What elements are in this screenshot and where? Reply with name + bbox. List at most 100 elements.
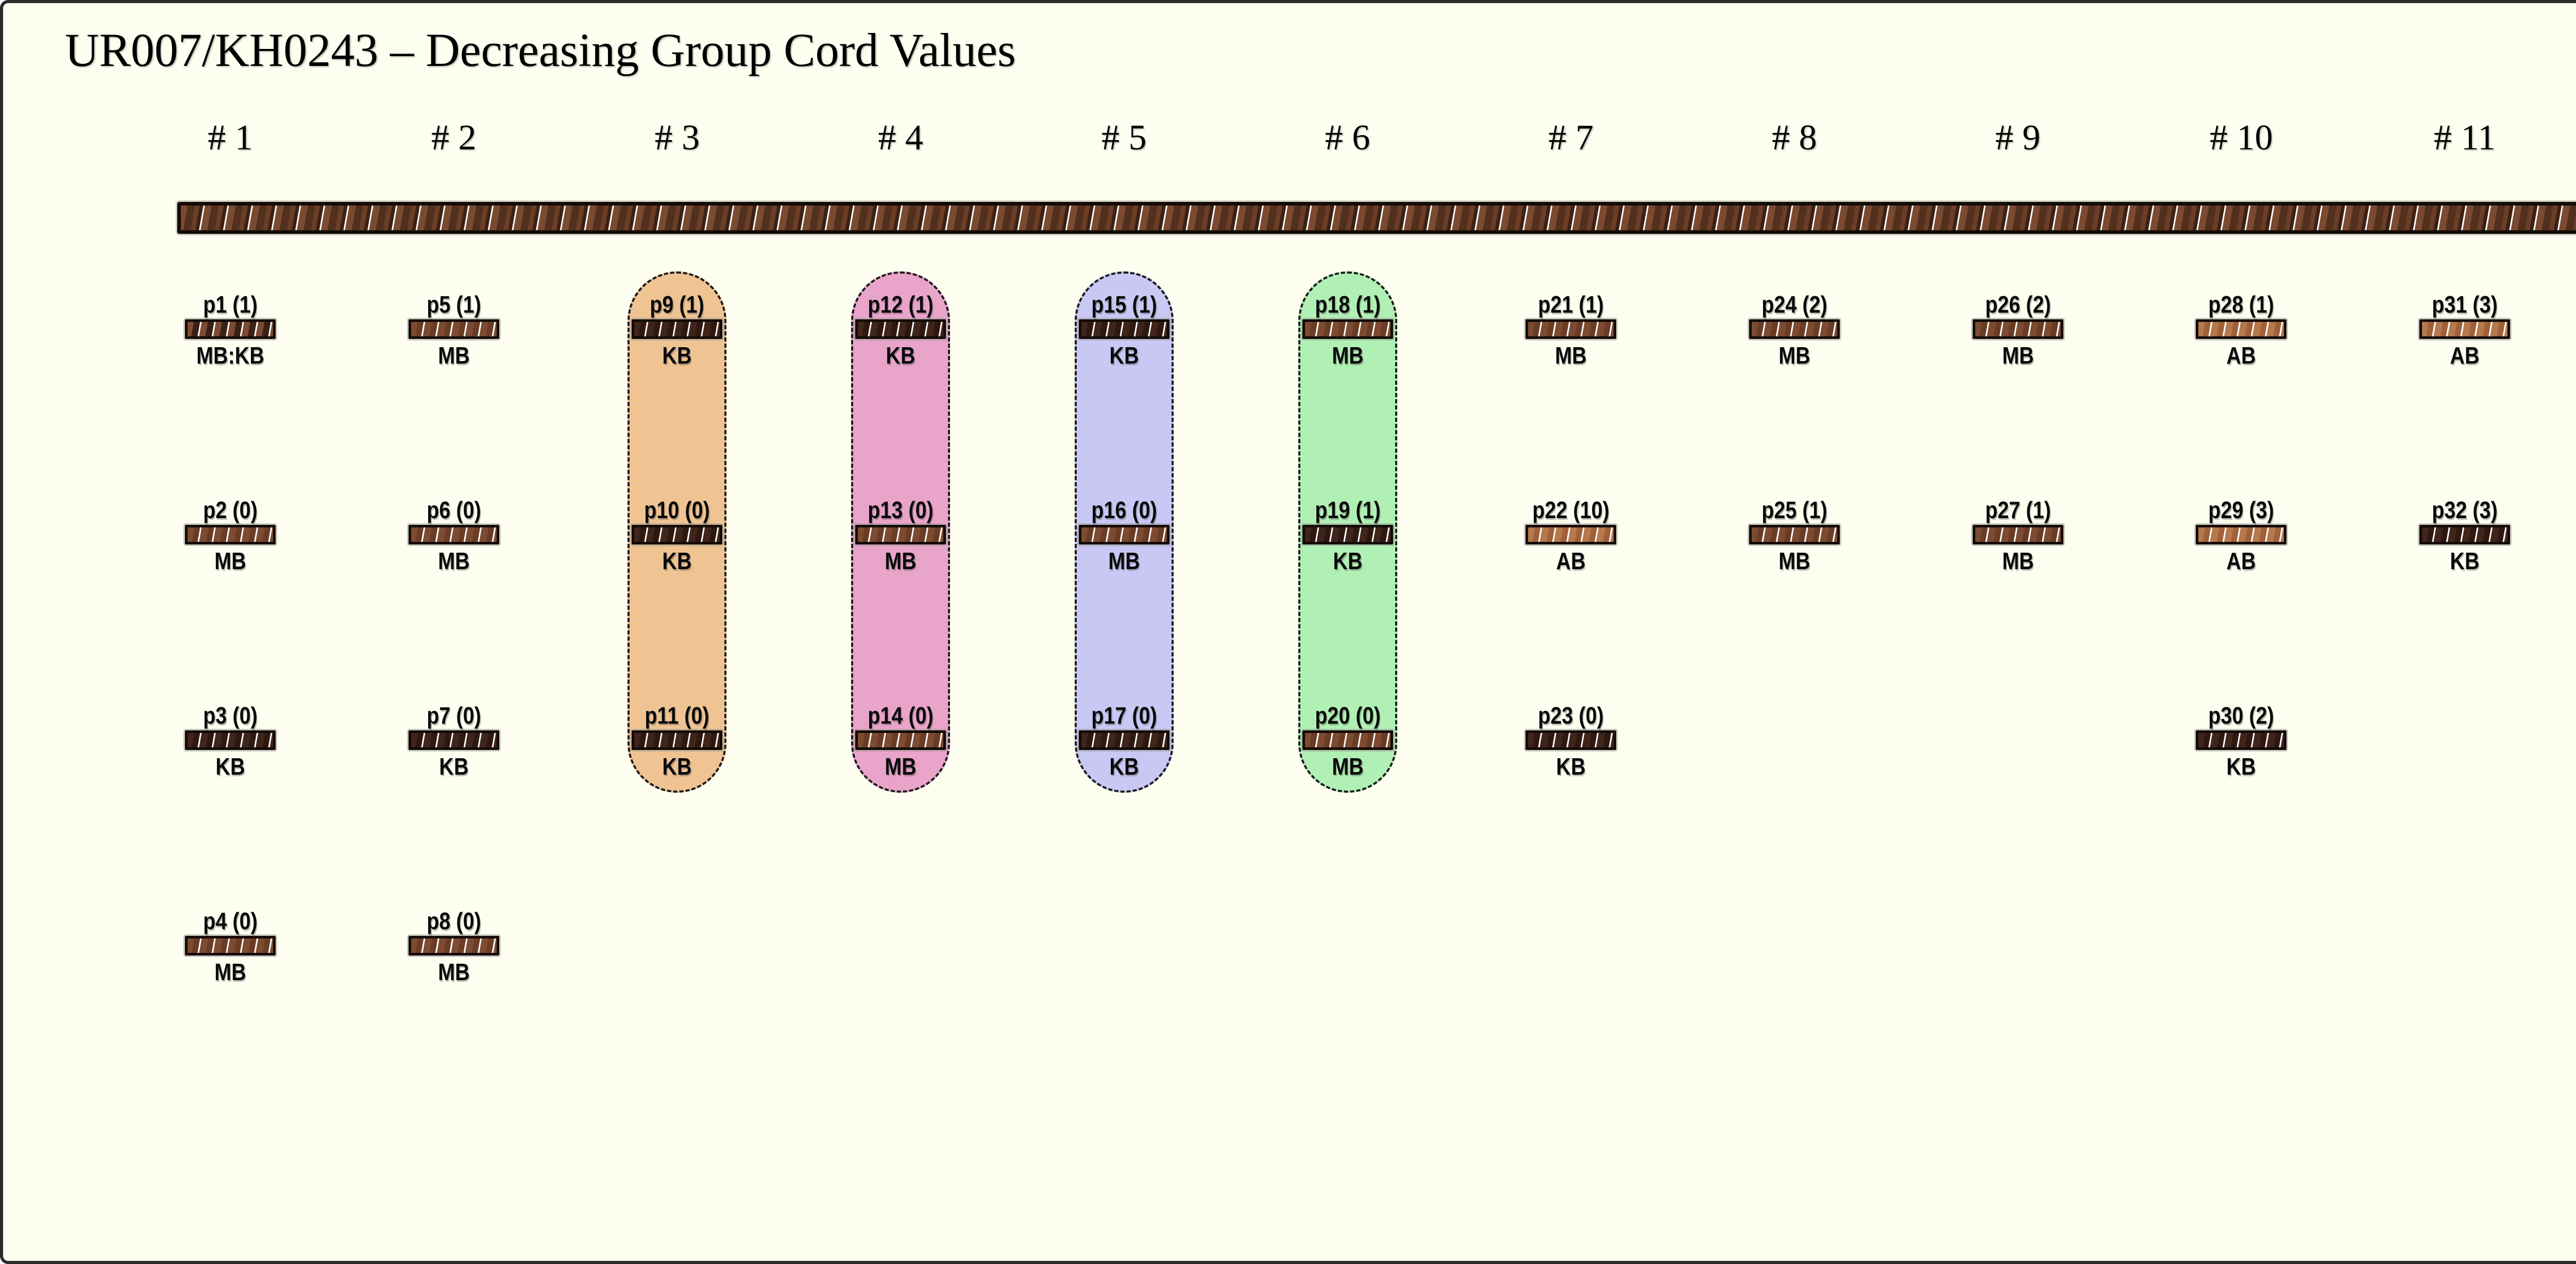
- cord-color-code: KB: [1109, 753, 1139, 780]
- pendant-label: p21 (1): [1538, 291, 1604, 318]
- cord-color-code: KB: [662, 753, 692, 780]
- group-header: # 1: [208, 118, 253, 158]
- cord-color-code: MB: [885, 753, 917, 780]
- pendant: p21 (1) MB: [1458, 292, 1684, 368]
- pendant-label: p24 (2): [1761, 291, 1827, 318]
- pendant-cord: [1526, 525, 1617, 544]
- pendant-group: # 8 p24 (2) MB p25 (1) MB: [1681, 3, 1908, 1261]
- cord-color-code: KB: [1556, 753, 1586, 780]
- cord-color-code: KB: [1109, 342, 1139, 369]
- pendant: p23 (0) KB: [1458, 703, 1684, 779]
- pendant: p10 (0) KB: [564, 497, 790, 573]
- pendant-cord: [185, 525, 276, 544]
- pendant: p5 (1) MB: [341, 292, 567, 368]
- pendant-group: # 3 p9 (1) KB p10 (0) KB p11 (0) KB: [564, 3, 790, 1261]
- pendant-cord: [1078, 319, 1170, 339]
- pendant: p17 (0) KB: [1011, 703, 1238, 779]
- cord-color-code: MB: [2002, 548, 2034, 574]
- group-header: # 4: [878, 118, 923, 158]
- pendant-group: # 6 p18 (1) MB p19 (1) KB p20 (0) MB: [1234, 3, 1461, 1261]
- pendant: p4 (0) MB: [117, 908, 344, 984]
- pendant: p11 (0) KB: [564, 703, 790, 779]
- pendant-label: p19 (1): [1314, 497, 1381, 523]
- cord-color-code: AB: [1556, 548, 1586, 574]
- pendant: p1 (1) MB:KB: [117, 292, 344, 368]
- pendant: p14 (0) MB: [787, 703, 1014, 779]
- group-header: # 9: [1995, 118, 2041, 158]
- pendant-label: p20 (0): [1314, 702, 1381, 729]
- cord-color-code: MB: [1778, 342, 1810, 369]
- cord-color-code: AB: [2226, 342, 2256, 369]
- cord-color-code: MB: [437, 959, 470, 985]
- group-header: # 10: [2210, 118, 2273, 158]
- diagram-title: UR007/KH0243 – Decreasing Group Cord Val…: [65, 24, 1016, 76]
- pendant-cord: [1302, 525, 1393, 544]
- pendant: p12 (1) KB: [787, 292, 1014, 368]
- pendant: p26 (2) MB: [1905, 292, 2131, 368]
- pendant-cord: [1078, 525, 1170, 544]
- pendant-label: p18 (1): [1314, 291, 1381, 318]
- pendant-cord: [1749, 525, 1840, 544]
- pendant: p7 (0) KB: [341, 703, 567, 779]
- pendant-cord: [2196, 319, 2287, 339]
- pendant-cord: [185, 730, 276, 750]
- pendant-group: # 5 p15 (1) KB p16 (0) MB p17 (0) KB: [1011, 3, 1238, 1261]
- cord-color-code: MB: [1331, 342, 1364, 369]
- pendant-cord: [2419, 525, 2510, 544]
- cord-color-code: MB: [214, 548, 246, 574]
- pendant-group: # 1 p1 (1) MB:KB p2 (0) MB p3 (0) KB p4 …: [117, 3, 344, 1261]
- pendant-cord: [632, 319, 723, 339]
- pendant: p2 (0) MB: [117, 497, 344, 573]
- cord-color-code: KB: [886, 342, 916, 369]
- group-header: # 11: [2434, 118, 2496, 158]
- pendant: p19 (1) KB: [1234, 497, 1461, 573]
- cord-color-code: KB: [2226, 753, 2256, 780]
- pendant-cord: [408, 319, 499, 339]
- pendant-cord: [408, 936, 499, 955]
- pendant-group: # 10 p28 (1) AB p29 (3) AB p30 (2) KB: [2128, 3, 2354, 1261]
- pendant-cord: [408, 525, 499, 544]
- pendant-label: p26 (2): [1985, 291, 2051, 318]
- pendant-group: # 4 p12 (1) KB p13 (0) MB p14 (0) MB: [787, 3, 1014, 1261]
- pendant-label: p9 (1): [650, 291, 705, 318]
- pendant-label: p5 (1): [426, 291, 481, 318]
- pendant: p13 (0) MB: [787, 497, 1014, 573]
- cord-color-code: MB: [1555, 342, 1587, 369]
- pendant-cord: [632, 525, 723, 544]
- pendant-label: p32 (3): [2432, 497, 2498, 523]
- cord-color-code: KB: [215, 753, 245, 780]
- pendant-label: p4 (0): [203, 908, 258, 934]
- pendant-label: p2 (0): [203, 497, 258, 523]
- pendant-cord: [855, 319, 946, 339]
- pendant: p3 (0) KB: [117, 703, 344, 779]
- cord-color-code: KB: [439, 753, 469, 780]
- cord-color-code: MB: [2002, 342, 2034, 369]
- cord-color-code: KB: [662, 342, 692, 369]
- pendant-cord: [2196, 525, 2287, 544]
- cord-color-code: MB: [1108, 548, 1140, 574]
- pendant-label: p7 (0): [426, 702, 481, 729]
- group-header: # 8: [1772, 118, 1817, 158]
- pendant-cord: [1972, 525, 2063, 544]
- pendant-cord: [185, 319, 276, 339]
- pendant-cord: [1302, 319, 1393, 339]
- pendant-group: # 11 p31 (3) AB p32 (3) KB: [2351, 3, 2576, 1261]
- pendant: p15 (1) KB: [1011, 292, 1238, 368]
- pendant-label: p8 (0): [426, 908, 481, 934]
- pendant: p22 (10) AB: [1458, 497, 1684, 573]
- pendant: p16 (0) MB: [1011, 497, 1238, 573]
- pendant-label: p11 (0): [645, 702, 710, 729]
- pendant-label: p30 (2): [2208, 702, 2275, 729]
- pendant-label: p22 (10): [1532, 497, 1609, 523]
- pendant: p18 (1) MB: [1234, 292, 1461, 368]
- pendant-label: p15 (1): [1091, 291, 1157, 318]
- pendant-cord: [1749, 319, 1840, 339]
- group-header: # 3: [654, 118, 700, 158]
- group-header: # 2: [431, 118, 477, 158]
- cord-color-code: MB:KB: [196, 342, 264, 369]
- pendant-label: p17 (0): [1091, 702, 1157, 729]
- pendant-cord: [2419, 319, 2510, 339]
- pendant: p8 (0) MB: [341, 908, 567, 984]
- pendant-cord: [2196, 730, 2287, 750]
- cord-color-code: AB: [2226, 548, 2256, 574]
